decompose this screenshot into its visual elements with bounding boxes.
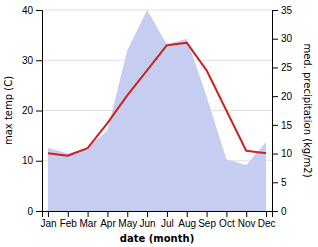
axis-line (43, 212, 273, 218)
tick-label: May (118, 218, 137, 229)
tick: 0 (272, 206, 287, 217)
tick-label: Jul (161, 218, 174, 229)
tick: Jan (40, 211, 56, 229)
tick-mark (272, 211, 278, 212)
tick-mark (272, 154, 278, 155)
plot: Jan FebMarAprMayJun Jul AugSepOctNovDec 0 10 2… (3, 5, 313, 244)
marks (48, 10, 266, 211)
tick-label: 25 (281, 62, 293, 73)
y-axis-title: max temp (C) (3, 76, 14, 145)
tick-label: Oct (219, 218, 235, 229)
tick-mark (226, 211, 227, 217)
tick: Mar (79, 211, 97, 229)
tick: Aug (178, 211, 196, 229)
tick: 30 (272, 33, 293, 44)
tick: Feb (60, 211, 78, 229)
tick-label: 35 (281, 5, 293, 16)
tick: Sep (198, 211, 216, 229)
tick-label: Mar (79, 218, 97, 229)
tick-mark (88, 211, 89, 217)
tick: 10 (272, 148, 293, 159)
y-axis: 0 10 20 30 40 (22, 5, 43, 217)
tick-mark (187, 211, 188, 217)
tick-mark (272, 96, 278, 97)
axis-line (273, 11, 279, 212)
tick-label: Jun (140, 218, 156, 229)
tick-label: 20 (22, 105, 34, 116)
tick-mark (147, 211, 148, 217)
tick: 40 (22, 5, 42, 16)
tick-label: 0 (281, 206, 287, 217)
area (48, 10, 266, 211)
tick-mark (36, 161, 42, 162)
tick-label: Feb (60, 218, 78, 229)
tick-mark (36, 10, 42, 11)
tick: 15 (272, 120, 293, 131)
tick-label: Nov (238, 218, 256, 229)
tick-label: 40 (22, 5, 34, 16)
tick-mark (36, 60, 42, 61)
tick-mark (48, 211, 49, 217)
tick-mark (272, 182, 278, 183)
tick-mark (207, 211, 208, 217)
tick-mark (272, 125, 278, 126)
line (48, 43, 266, 156)
tick: 0 (27, 206, 42, 217)
tick-label: Dec (258, 218, 276, 229)
chart: Jan FebMarAprMayJun Jul AugSepOctNovDec 0 10 2… (0, 0, 318, 247)
tick-label: 10 (22, 155, 34, 166)
tick: 35 (272, 5, 293, 16)
tick-label: Aug (178, 218, 196, 229)
tick: 20 (22, 105, 42, 116)
tick: 5 (272, 177, 287, 188)
tick: Jul (161, 211, 174, 229)
tick: 25 (272, 62, 293, 73)
grid-line (42, 10, 272, 11)
tick: Jun (140, 211, 156, 229)
tick: Nov (238, 211, 256, 229)
tick-mark (68, 211, 69, 217)
tick-label: 30 (281, 33, 293, 44)
tick: Apr (100, 211, 116, 229)
tick-mark (36, 211, 42, 212)
tick-label: 10 (281, 148, 293, 159)
tick-label: Apr (100, 218, 116, 229)
y2-axis: 0 5 10 15 20 25 30 35 (272, 5, 293, 217)
tick: 20 (272, 91, 293, 102)
tick-label: Jan (40, 218, 56, 229)
tick-mark (167, 211, 168, 217)
tick-mark (36, 111, 42, 112)
tick-mark (272, 10, 278, 11)
tick-label: 15 (281, 120, 293, 131)
tick: Dec (258, 211, 276, 229)
axis-line (36, 11, 43, 212)
tick: 10 (22, 155, 42, 166)
tick-mark (272, 39, 278, 40)
tick-mark (272, 67, 278, 68)
tick: Oct (219, 211, 235, 229)
tick: May (118, 211, 137, 229)
x-axis-title: date (month) (120, 233, 194, 244)
tick-label: 30 (22, 55, 34, 66)
tick-mark (246, 211, 247, 217)
tick-label: 0 (27, 206, 33, 217)
tick-label: 5 (281, 177, 287, 188)
grid (42, 10, 272, 211)
tick-mark (266, 211, 267, 217)
tick-mark (127, 211, 128, 217)
tick-label: Sep (198, 218, 216, 229)
tick-label: 20 (281, 91, 293, 102)
y2-axis-title: med. precipitation (kg/m2) (302, 43, 313, 177)
x-axis: Jan FebMarAprMayJun Jul AugSepOctNovDec (40, 211, 275, 229)
tick: 30 (22, 55, 42, 66)
tick-mark (107, 211, 108, 217)
